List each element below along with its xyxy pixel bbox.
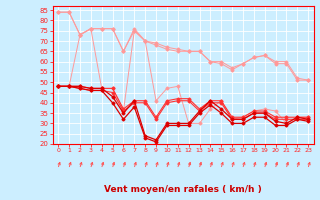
Text: Vent moyen/en rafales ( km/h ): Vent moyen/en rafales ( km/h ) (104, 184, 262, 194)
